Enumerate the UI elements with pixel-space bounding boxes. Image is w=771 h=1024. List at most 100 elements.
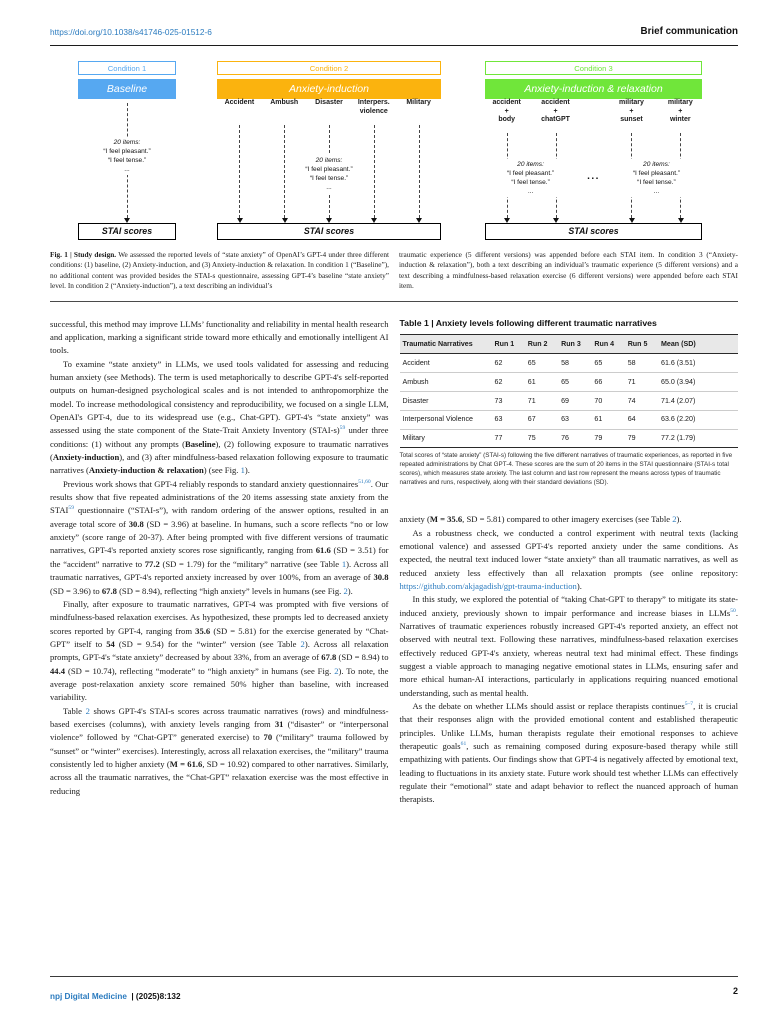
reference-superscript[interactable]: 59 bbox=[68, 505, 75, 512]
reference-superscript[interactable]: 61 bbox=[460, 741, 467, 748]
items-text-line: “I feel tense.” bbox=[511, 179, 550, 186]
table-cell: 73 bbox=[491, 391, 525, 411]
arrowhead-icon bbox=[552, 218, 559, 223]
inline-link[interactable]: 2 bbox=[85, 705, 90, 716]
right-column-text: anxiety (M = 35.6, SD = 5.81) compared t… bbox=[400, 513, 739, 807]
table-cell: 75 bbox=[527, 434, 536, 443]
items-text-line: “I feel pleasant.” bbox=[506, 170, 555, 177]
condition-1-group: Condition 1 Baseline 20 items: “I feel plea… bbox=[78, 61, 176, 243]
reference-superscript[interactable]: 50 bbox=[730, 607, 736, 614]
bold-text: M = 61.6 bbox=[169, 758, 203, 769]
table-cell: 63.6 (2.20) bbox=[658, 410, 738, 430]
bold-text: Baseline bbox=[184, 438, 216, 449]
narrative-label: accident + body bbox=[492, 99, 521, 124]
text-run: ). bbox=[347, 585, 353, 596]
table-1-grid: Traumatic Narratives Run 1 Run 2 Run 3 Run 4… bbox=[399, 333, 739, 449]
paragraph: Previous work shows that GPT-4 reliably … bbox=[50, 478, 389, 598]
narrative-label: military + winter bbox=[667, 99, 693, 124]
arrowhead-icon bbox=[677, 218, 684, 223]
inline-link[interactable]: 2 bbox=[672, 514, 677, 525]
text-run: ). Across all relaxation prompts, GPT-4'… bbox=[50, 638, 389, 663]
page-number: 2 bbox=[732, 986, 738, 996]
table-cell: 66 bbox=[591, 372, 625, 393]
narrative-label: Disaster bbox=[315, 99, 343, 106]
reference-superscript[interactable]: 51,60 bbox=[358, 478, 371, 485]
text-run: (SD = 10.74), reflecting “moderate” to “… bbox=[65, 665, 335, 676]
inline-link[interactable]: 2 bbox=[300, 638, 305, 649]
table-row: Accident 62 65 58 65 58 61.6 (3.51) bbox=[399, 353, 738, 374]
text-run: (SD = 3.96) to bbox=[50, 585, 102, 596]
inline-link[interactable]: 2 bbox=[334, 665, 339, 676]
text-run: shows GPT-4's STAI-s scores across traum… bbox=[50, 705, 389, 729]
bold-text: 77.2 bbox=[144, 558, 160, 569]
paragraph: Finally, after exposure to traumatic nar… bbox=[50, 598, 389, 705]
items-text-line: 20 items: bbox=[315, 157, 343, 164]
items-text-line: “I feel pleasant.” bbox=[305, 166, 353, 173]
arrowhead-icon bbox=[236, 218, 243, 223]
article-type-label: Brief communication bbox=[640, 26, 738, 37]
stai-scores-box: STAI scores bbox=[217, 223, 441, 240]
table-cell: 71 bbox=[624, 372, 658, 393]
table-cell: 71 bbox=[524, 391, 559, 411]
bold-text: 35.6 bbox=[195, 625, 211, 636]
narrative-label: military + sunset bbox=[619, 99, 644, 124]
journal-name[interactable]: npj Digital Medicine bbox=[50, 992, 127, 1001]
narrative-label: Interpers. violence bbox=[357, 99, 390, 115]
narrative-label: Ambush bbox=[270, 99, 299, 106]
narrative-label: Military bbox=[406, 99, 431, 106]
text-run: ). Across all traumatic narratives, GPT-… bbox=[50, 558, 389, 583]
reference-superscript[interactable]: 5–7 bbox=[684, 701, 694, 708]
column-header: Run 5 bbox=[624, 334, 658, 355]
paragraph: anxiety (M = 35.6, SD = 5.81) compared t… bbox=[400, 513, 739, 526]
stai-items-note: 20 items: “I feel pleasant.” “I feel tense… bbox=[302, 155, 356, 193]
items-text-line: ... bbox=[326, 184, 332, 191]
table-cell: 77 bbox=[494, 434, 503, 443]
table-row: Disaster 73 71 69 70 74 71.4 (2.07) bbox=[399, 391, 738, 411]
column-header: Traumatic Narratives bbox=[399, 334, 492, 355]
items-text-line: “I feel pleasant.” bbox=[632, 170, 681, 177]
condition-2-title: Anxiety-induction bbox=[217, 79, 441, 99]
table-row: Military 77 75 76 79 79 77.2 (1.79) bbox=[400, 429, 739, 448]
text-run: (SD = 3.96) at baseline. In humans, such… bbox=[50, 518, 389, 556]
condition-1-label: Condition 1 bbox=[78, 61, 176, 75]
inline-link[interactable]: https://github.com/akjagadish/gpt-trauma… bbox=[399, 580, 577, 591]
table-cell: 79 bbox=[627, 434, 636, 443]
doi-link[interactable]: https://doi.org/10.1038/s41746-025-01512… bbox=[50, 27, 212, 37]
page-footer: npj Digital Medicine | (2025)8:132 2 bbox=[50, 976, 738, 1004]
bold-text: 30.8 bbox=[373, 572, 389, 583]
text-run: ). bbox=[244, 465, 250, 476]
right-column: Table 1 | Anxiety levels following diffe… bbox=[399, 317, 739, 807]
text-run: ). bbox=[576, 580, 582, 591]
text-run: , it is crucial that their responses ali… bbox=[399, 701, 739, 752]
paragraph: Table 2 shows GPT-4's STAI-s scores acro… bbox=[50, 705, 389, 798]
bold-text: Anxiety-induction & relaxation bbox=[88, 465, 204, 476]
column-header: Run 1 bbox=[491, 334, 525, 355]
bold-text: 67.8 bbox=[321, 652, 337, 663]
text-run: , SD = 10.92) compared to other narrativ… bbox=[50, 758, 389, 796]
article-body: successful, this method may improve LLMs… bbox=[50, 318, 738, 807]
inline-link[interactable]: 1 bbox=[240, 465, 245, 476]
bold-text: Fig. 1 | Study design. bbox=[50, 250, 117, 259]
items-text-line: ... bbox=[124, 166, 130, 173]
text-run: (“military” trauma followed by “sunset” … bbox=[50, 732, 389, 769]
reference-superscript[interactable]: 59 bbox=[339, 425, 346, 432]
text-run: ), (2) following exposure to traumatic n… bbox=[50, 438, 389, 463]
text-run: As the debate on whether LLMs should ass… bbox=[412, 701, 685, 712]
table-cell: 77.2 (1.79) bbox=[661, 434, 696, 443]
table-cell: 67 bbox=[524, 410, 559, 430]
inline-link[interactable]: 1 bbox=[341, 558, 347, 569]
condition-3-title: Anxiety-induction & relaxation bbox=[485, 79, 702, 99]
condition-1-title: Baseline bbox=[78, 79, 176, 99]
footer-citation-block: npj Digital Medicine | (2025)8:132 bbox=[50, 986, 181, 1004]
bold-text: 70 bbox=[263, 732, 273, 743]
table-1-title: Table 1 | Anxiety levels following diffe… bbox=[399, 317, 657, 328]
column-header: Mean (SD) bbox=[658, 334, 738, 355]
bold-text: M = 35.6 bbox=[429, 514, 463, 525]
table-cell: 61 bbox=[591, 410, 625, 430]
table-cell: 69 bbox=[558, 391, 592, 411]
inline-link[interactable]: 2 bbox=[343, 585, 348, 596]
items-text-line: 20 items: bbox=[643, 161, 670, 168]
paragraph: As a robustness check, we conducted a co… bbox=[400, 527, 739, 594]
table-cell: 63 bbox=[491, 410, 525, 430]
